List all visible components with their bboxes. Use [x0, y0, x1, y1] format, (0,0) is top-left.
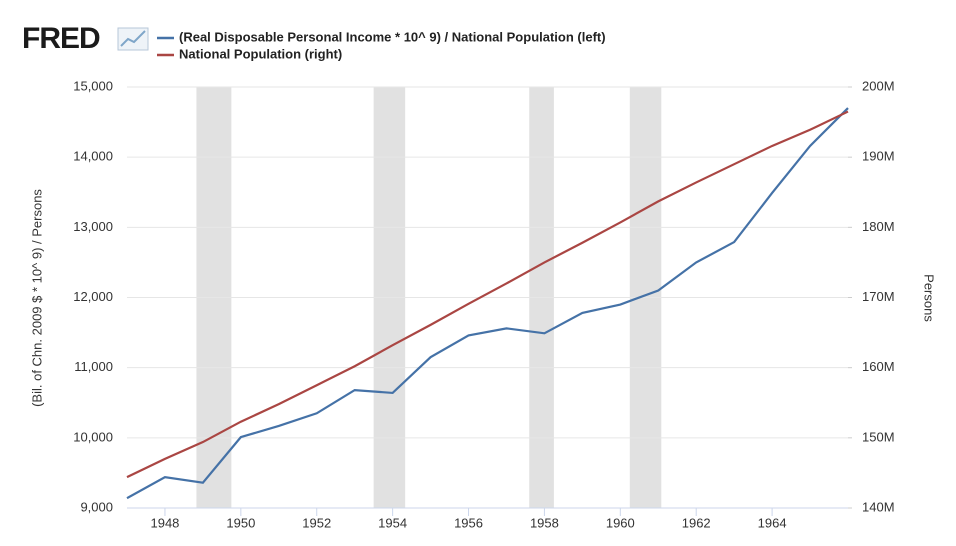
y-tick-label: 12,000	[73, 289, 113, 304]
x-tick-label: 1962	[682, 515, 711, 530]
y2-tick-label: 190M	[862, 149, 895, 164]
y2-tick-label: 180M	[862, 219, 895, 234]
x-tick-label: 1954	[378, 515, 407, 530]
x-tick-label: 1956	[454, 515, 483, 530]
series-line	[126, 107, 849, 500]
y2-tick-label: 160M	[862, 359, 895, 374]
brand-logo: FRED	[22, 22, 100, 55]
x-tick-label: 1948	[150, 515, 179, 530]
y-tick-label: 15,000	[73, 78, 113, 93]
y2-tick-label: 170M	[862, 289, 895, 304]
x-tick-label: 1964	[758, 515, 787, 530]
y-tick-label: 10,000	[73, 429, 113, 444]
series-line	[126, 110, 849, 479]
y2-axis-label: Persons	[922, 274, 937, 322]
legend-label: (Real Disposable Personal Income * 10^ 9…	[179, 29, 606, 44]
y-axis-label: (Bil. of Chn. 2009 $ * 10^ 9) / Persons	[29, 189, 44, 407]
y-tick-label: 9,000	[80, 499, 113, 514]
legend-label: National Population (right)	[179, 46, 342, 61]
y-tick-label: 14,000	[73, 149, 113, 164]
x-tick-label: 1952	[302, 515, 331, 530]
y2-tick-label: 140M	[862, 499, 895, 514]
y2-tick-label: 150M	[862, 429, 895, 444]
x-tick-label: 1958	[530, 515, 559, 530]
x-tick-label: 1950	[226, 515, 255, 530]
y-tick-label: 11,000	[74, 359, 113, 374]
x-tick-label: 1960	[606, 515, 635, 530]
logo-icon	[117, 27, 149, 51]
y-tick-label: 13,000	[73, 219, 113, 234]
y2-tick-label: 200M	[862, 78, 895, 93]
